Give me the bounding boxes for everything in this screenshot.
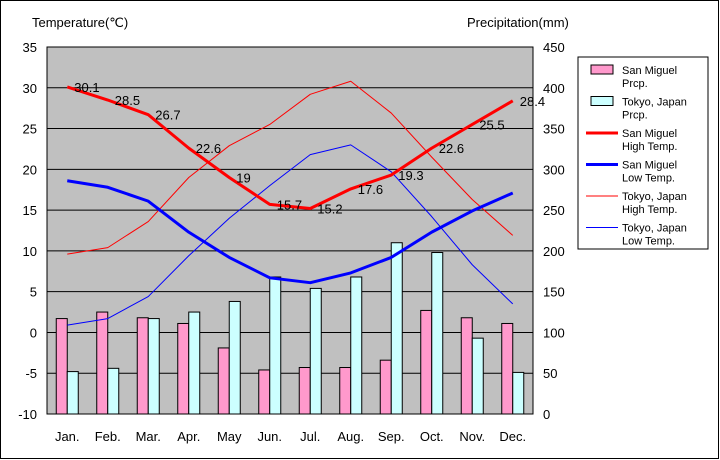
left-tick-label-2: 25 — [23, 122, 37, 137]
bar-san-miguel-prcp-10 — [460, 317, 473, 415]
right-tick-label-3: 300 — [543, 162, 565, 177]
bar-tokyo-prcp-6 — [309, 287, 322, 415]
legend-tokyo-prcp-label-0: Tokyo, Japan — [622, 97, 687, 109]
bar-tokyo-prcp-7 — [350, 276, 363, 415]
right-tick-label-2: 350 — [543, 122, 565, 137]
legend-tokyo-low-label-0: Tokyo, Japan — [622, 223, 687, 235]
left-tick-label-6: 5 — [30, 285, 37, 300]
bar-tokyo-prcp-1 — [107, 367, 120, 415]
left-tick-label-3: 20 — [23, 162, 37, 177]
data-label-high-4: 19 — [236, 170, 250, 185]
right-tick-label-4: 250 — [543, 203, 565, 218]
left-tick-label-0: 35 — [23, 40, 37, 55]
data-label-high-11: 28.4 — [520, 94, 545, 109]
right-axis-title: Precipitation(mm) — [467, 15, 569, 30]
bar-san-miguel-prcp-6 — [298, 367, 311, 415]
bar-tokyo-prcp-4 — [228, 300, 241, 415]
legend-san-miguel-low-label-1: Low Temp. — [622, 173, 675, 185]
legend-tokyo-prcp-label-1: Prcp. — [622, 110, 648, 122]
left-tick-label-5: 10 — [23, 244, 37, 259]
data-label-high-9: 22.6 — [439, 141, 464, 156]
bar-san-miguel-prcp-7 — [339, 367, 352, 415]
legend-san-miguel-high-label-1: High Temp. — [622, 141, 677, 153]
bar-san-miguel-prcp-4 — [217, 347, 230, 415]
x-tick-label-10: Nov. — [459, 429, 485, 444]
san-miguel-low-line — [67, 179, 514, 285]
left-tick-label-7: 0 — [30, 325, 37, 340]
x-tick-label-1: Feb. — [95, 429, 121, 444]
x-tick-label-7: Aug. — [337, 429, 364, 444]
x-tick-label-11: Dec. — [499, 429, 526, 444]
x-tick-label-9: Oct. — [420, 429, 444, 444]
right-tick-label-0: 450 — [543, 40, 565, 55]
bar-san-miguel-prcp-0 — [55, 318, 68, 415]
x-tick-label-3: Apr. — [177, 429, 200, 444]
right-tick-label-9: 0 — [543, 407, 550, 422]
right-tick-label-1: 400 — [543, 81, 565, 96]
bar-tokyo-prcp-9 — [431, 252, 444, 415]
left-tick-label-4: 15 — [23, 203, 37, 218]
x-tick-label-8: Sep. — [378, 429, 405, 444]
legend-san-miguel-low-label-0: San Miguel — [622, 160, 677, 172]
x-tick-label-0: Jan. — [55, 429, 80, 444]
x-tick-label-5: Jun. — [257, 429, 282, 444]
bar-tokyo-prcp-11 — [512, 371, 525, 415]
plot-area: 30.1 28.5 26.7 22.6 19 15.7 15.2 17.6 19.3 22.6 25… — [18, 40, 565, 444]
data-label-high-6: 15.2 — [317, 201, 342, 216]
bar-san-miguel-prcp-8 — [379, 359, 392, 415]
data-label-high-8: 19.3 — [398, 168, 423, 183]
legend-tokyo-low-label-1: Low Temp. — [622, 236, 675, 248]
right-tick-label-5: 200 — [543, 244, 565, 259]
bar-san-miguel-prcp-1 — [96, 311, 109, 415]
legend-san-miguel-high-label-0: San Miguel — [622, 128, 677, 140]
bar-tokyo-prcp-5 — [269, 276, 282, 415]
bar-san-miguel-prcp-9 — [420, 309, 433, 415]
bar-san-miguel-prcp-11 — [501, 322, 514, 415]
data-label-high-2: 26.7 — [155, 108, 180, 123]
left-tick-label-8: -5 — [25, 366, 37, 381]
x-tick-label-2: Mar. — [136, 429, 161, 444]
legend-tokyo-high-label-1: High Temp. — [622, 204, 677, 216]
data-label-high-7: 17.6 — [358, 182, 383, 197]
legend-san-miguel-prcp-swatch — [590, 64, 614, 75]
bar-tokyo-prcp-2 — [147, 318, 160, 415]
data-label-high-3: 22.6 — [196, 141, 221, 156]
bar-san-miguel-prcp-3 — [177, 322, 190, 415]
plot-border — [46, 46, 534, 415]
legend-tokyo-prcp-swatch — [590, 96, 614, 106]
legend-san-miguel-prcp-label-0: San Miguel — [622, 65, 677, 77]
right-tick-label-8: 50 — [543, 366, 557, 381]
bar-san-miguel-prcp-2 — [136, 317, 149, 415]
data-label-high-1: 28.5 — [115, 93, 140, 108]
san-miguel-high-line — [66, 85, 514, 210]
data-label-high-0: 30.1 — [74, 80, 99, 95]
legend-box — [577, 56, 709, 250]
bar-tokyo-prcp-10 — [471, 337, 484, 415]
bar-tokyo-prcp-0 — [66, 371, 79, 415]
x-tick-label-6: Jul. — [300, 429, 320, 444]
legend-san-miguel-prcp-label-1: Prcp. — [622, 78, 648, 90]
left-axis-title: Temperature(℃) — [32, 15, 128, 30]
x-tick-label-4: May — [217, 429, 242, 444]
legend-tokyo-high-label-0: Tokyo, Japan — [622, 191, 687, 203]
data-label-high-5: 15.7 — [277, 197, 302, 212]
left-tick-label-9: -10 — [18, 407, 37, 422]
bar-tokyo-prcp-8 — [390, 242, 403, 415]
bar-tokyo-prcp-3 — [188, 311, 201, 415]
left-tick-label-1: 30 — [23, 81, 37, 96]
right-tick-label-6: 150 — [543, 285, 565, 300]
tokyo-high-line — [67, 80, 514, 255]
data-label-high-10: 25.5 — [479, 117, 504, 132]
right-tick-label-7: 100 — [543, 325, 565, 340]
tokyo-low-line — [67, 144, 514, 326]
bar-san-miguel-prcp-5 — [258, 369, 271, 415]
